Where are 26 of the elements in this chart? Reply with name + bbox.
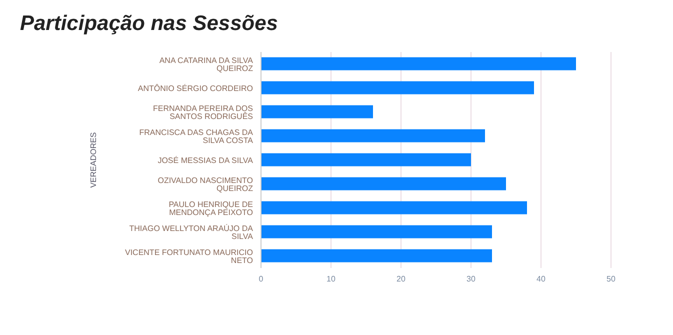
bar (261, 153, 471, 166)
y-tick-label: ANTÔNIO SÉRGIO CORDEIRO (138, 84, 253, 93)
x-tick-label: 20 (396, 274, 406, 284)
bar (261, 81, 534, 94)
x-tick-label: 0 (258, 274, 264, 284)
bar (261, 177, 506, 190)
y-tick-label: PAULO HENRIQUE DE MENDONÇA PEIXOTO (168, 200, 253, 217)
y-tick-label: ANA CATARINA DA SILVA QUEIROZ (159, 56, 254, 73)
bar (261, 57, 576, 70)
bar (261, 105, 373, 118)
x-tick-label: 40 (536, 274, 546, 284)
x-tick-label: 50 (606, 274, 616, 284)
y-tick-label: OZIVALDO NASCIMENTO QUEIROZ (158, 176, 254, 193)
chart-title: Participação nas Sessões (20, 12, 279, 37)
x-tick-label: 30 (466, 274, 476, 284)
bar (261, 129, 485, 142)
y-axis-title: VEREADORES (88, 132, 98, 188)
bar (261, 225, 492, 238)
y-tick-label: FRANCISCA DAS CHAGAS DA SILVA COSTA (139, 128, 254, 145)
x-tick-label: 10 (326, 274, 336, 284)
bar (261, 201, 527, 214)
y-tick-label: JOSÉ MESSIAS DA SILVA (158, 156, 254, 165)
y-tick-label: VICENTE FORTUNATO MAURICIO NETO (124, 248, 253, 265)
y-tick-label: THIAGO WELLYTON ARAÚJO DA SILVA (129, 224, 254, 241)
y-tick-label: FERNANDA PEREIRA DOS SANTOS RODRIGUÊS (152, 104, 253, 121)
bar (261, 249, 492, 262)
